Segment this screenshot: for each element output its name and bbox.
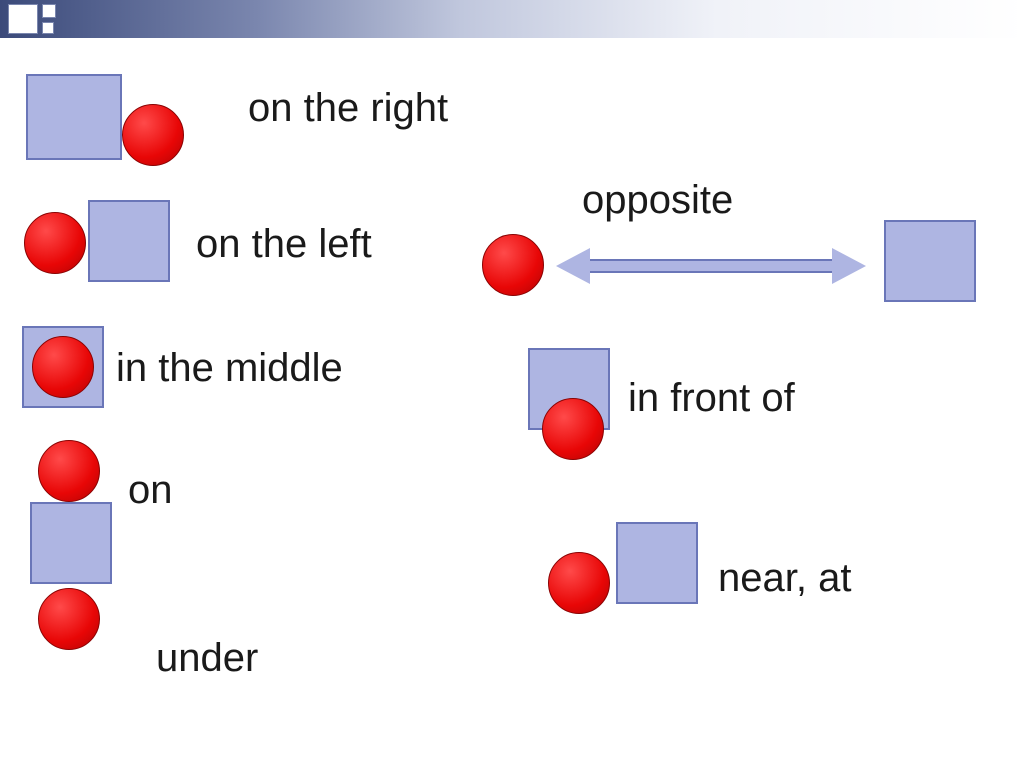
circle-on-the-left bbox=[24, 212, 86, 274]
label-on-the-right: on the right bbox=[248, 86, 448, 131]
square-on bbox=[30, 502, 112, 584]
label-in-front-of: in front of bbox=[628, 376, 795, 421]
label-on-the-left: on the left bbox=[196, 222, 372, 267]
circle-on bbox=[38, 440, 100, 502]
header-gradient bbox=[0, 0, 1024, 38]
label-opposite: opposite bbox=[582, 178, 733, 223]
square-on-the-left bbox=[88, 200, 170, 282]
circle-in-front-of bbox=[542, 398, 604, 460]
label-under: under bbox=[156, 636, 258, 681]
circle-on-the-right bbox=[122, 104, 184, 166]
label-in-the-middle: in the middle bbox=[116, 346, 343, 391]
square-on-the-right bbox=[26, 74, 122, 160]
circle-opposite bbox=[482, 234, 544, 296]
header-square-small-1 bbox=[42, 4, 56, 18]
circle-near-at bbox=[548, 552, 610, 614]
square-opposite bbox=[884, 220, 976, 302]
header-strip bbox=[0, 0, 1024, 38]
header-square-small-2 bbox=[42, 22, 54, 34]
circle-in-the-middle bbox=[32, 336, 94, 398]
arrow-head-left-icon bbox=[556, 248, 590, 284]
label-near-at: near, at bbox=[718, 556, 851, 601]
arrow-shaft bbox=[590, 259, 832, 273]
arrow-head-right-icon bbox=[832, 248, 866, 284]
arrow-opposite bbox=[556, 248, 866, 284]
circle-under bbox=[38, 588, 100, 650]
header-square-large bbox=[8, 4, 38, 34]
square-near-at bbox=[616, 522, 698, 604]
label-on: on bbox=[128, 468, 173, 513]
slide-canvas: on the right on the left in the middle o… bbox=[0, 0, 1024, 768]
